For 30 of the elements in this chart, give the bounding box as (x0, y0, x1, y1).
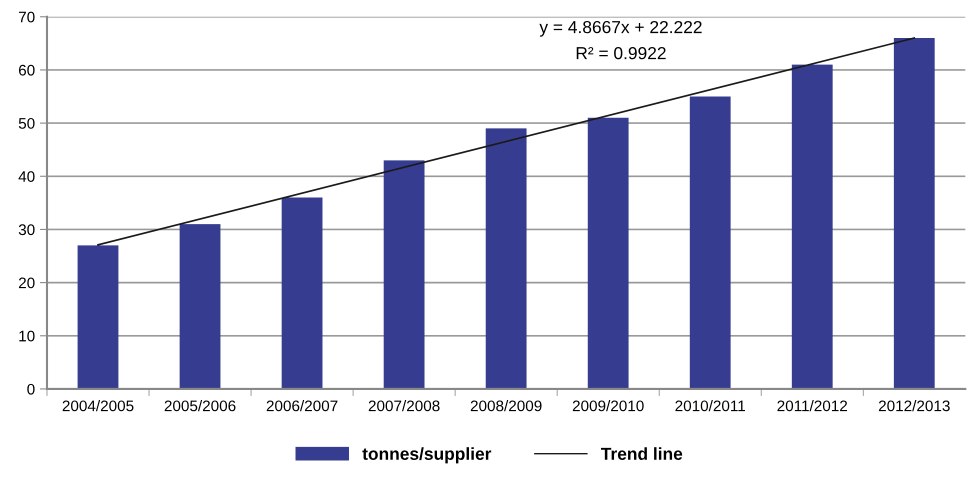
legend-label: Trend line (600, 447, 682, 460)
x-tick-label: 2012/2013 (878, 400, 950, 412)
x-tick-label: 2005/2006 (164, 400, 236, 412)
x-tick-label: 2011/2012 (777, 400, 848, 412)
bar (894, 38, 935, 389)
bar (588, 118, 629, 389)
annotation: y = 4.8667x + 22.222 (539, 20, 702, 37)
x-tick-label: 2010/2011 (675, 400, 746, 412)
x-tick-label: 2007/2008 (368, 400, 440, 412)
y-tick-label: 60 (18, 64, 35, 76)
y-tick-label: 30 (18, 224, 35, 236)
x-tick-label: 2008/2009 (470, 400, 542, 412)
x-tick-label: 2009/2010 (572, 400, 644, 412)
bar (792, 64, 833, 389)
bar (486, 128, 527, 389)
annotation: R² = 0.9922 (576, 47, 666, 60)
bar (78, 245, 118, 389)
bar (282, 198, 322, 389)
bar (384, 160, 425, 389)
y-tick-label: 10 (19, 330, 35, 342)
y-tick-label: 20 (18, 277, 35, 288)
bar (690, 96, 731, 389)
y-tick-label: 0 (27, 384, 35, 395)
bar (180, 224, 220, 389)
legend-label: tonnes/supplier (362, 447, 492, 464)
x-tick-label: 2006/2007 (266, 400, 338, 412)
y-tick-label: 70 (18, 12, 35, 22)
y-tick-label: 50 (18, 118, 35, 129)
y-tick-label: 40 (18, 171, 35, 182)
x-tick-label: 2004/2005 (62, 400, 134, 412)
